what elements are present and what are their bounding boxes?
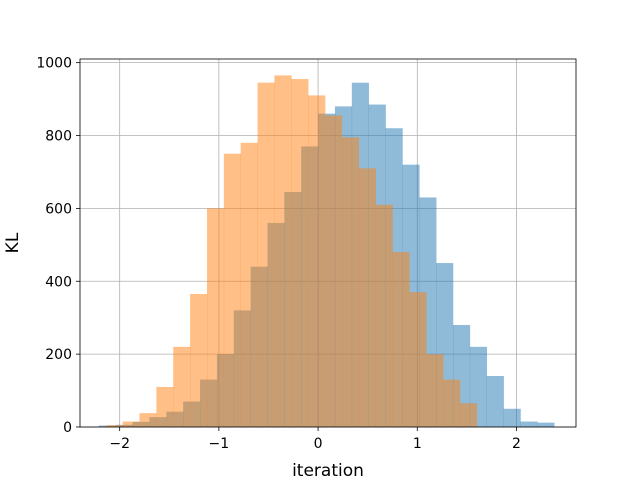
series-1-bar-18 [409,292,427,427]
y-axis-ticks: 0 200 400 600 800 1000 [36,56,80,436]
series-1-bar-9 [257,82,275,427]
plot-frame [79,58,577,428]
series-1-bar-20 [443,379,461,427]
series-1-bar-1 [122,421,140,427]
series-1-bar-5 [190,294,208,427]
series-1-bar-11 [291,79,309,427]
series-1-bar-7 [223,153,242,427]
series-1-bar-2 [139,413,157,427]
series-1-bar-3 [156,386,174,427]
y-tick-label-4: 800 [45,129,72,145]
x-axis-label: iteration [292,461,364,480]
series-1-bar-6 [206,208,225,427]
series-1-bar-0 [105,425,123,427]
series-1-bar-17 [392,252,410,427]
series-1-bar-16 [375,204,393,427]
series-1-bar-15 [358,168,376,427]
series-1-bar-10 [274,75,292,427]
series-0-bar-26 [537,422,555,427]
y-axis-label: KL [3,232,23,253]
series-0-bar-23 [486,375,504,427]
y-tick-label-2: 400 [45,274,72,290]
series-1-bar-19 [426,354,444,427]
y-tick-label-0: 0 [63,420,72,436]
series-1-bar-21 [459,403,478,427]
y-tick-label-5: 1000 [36,56,72,72]
series-1-bar-13 [325,115,343,427]
histogram-bars [98,75,555,428]
x-tick-label-4: 2 [512,436,521,452]
x-tick-label-2: 0 [314,436,323,452]
series-1-bar-4 [173,346,191,427]
x-tick-label-0: −2 [109,436,130,452]
series-1-bar-14 [341,137,360,427]
series-0-bar-25 [520,421,538,427]
x-axis-ticks: −2 −1 0 1 2 [109,427,521,452]
x-tick-label-3: 1 [413,436,422,452]
series-1-bar-8 [240,142,258,427]
series-1-bar-12 [308,95,326,428]
y-tick-label-3: 600 [45,201,72,217]
x-tick-label-1: −1 [209,436,230,452]
y-tick-label-1: 200 [45,347,72,363]
series-1 [105,75,478,428]
series-0-bar-24 [503,408,521,427]
